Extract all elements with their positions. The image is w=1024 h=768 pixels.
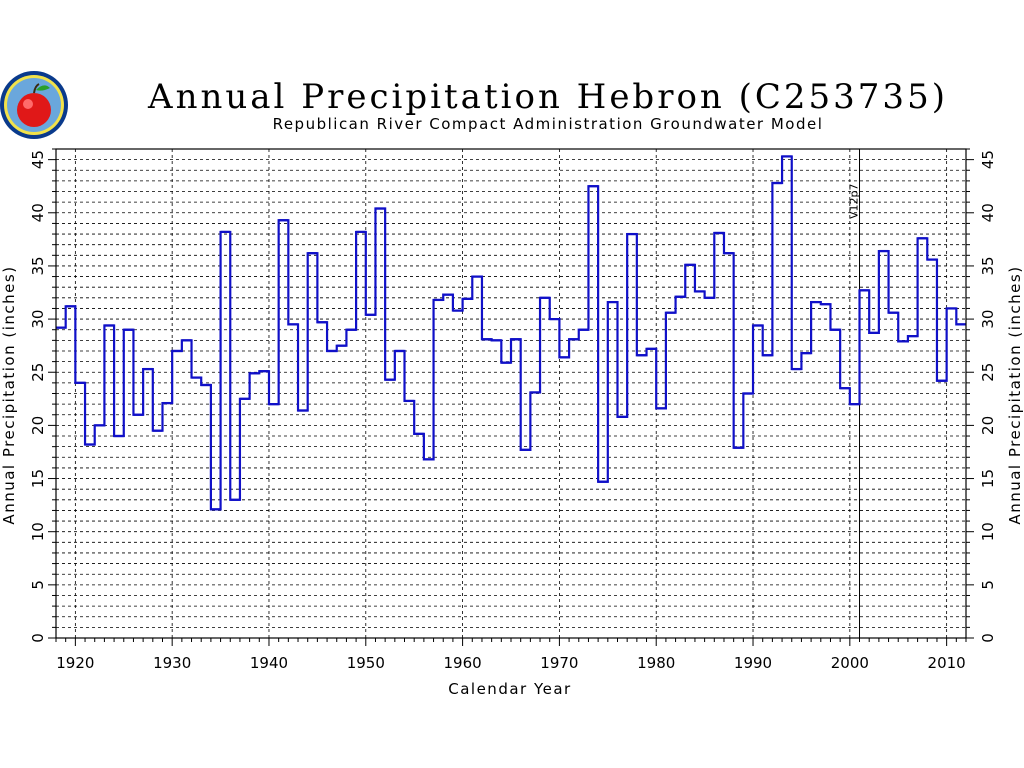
- y-tick-label-right: 30: [979, 310, 997, 329]
- x-tick-label: 1940: [250, 654, 288, 672]
- x-tick-label: 1920: [56, 654, 94, 672]
- y-tick-label-right: 10: [979, 522, 997, 541]
- y-axis-label-right: Annual Precipitation (inches): [1006, 265, 1024, 524]
- y-tick-label-right: 35: [979, 256, 997, 275]
- y-tick-label: 5: [29, 580, 47, 590]
- y-tick-label: 0: [29, 633, 47, 643]
- x-tick-label: 1960: [444, 654, 482, 672]
- x-tick-label: 1930: [153, 654, 191, 672]
- state-seal-logo: [0, 71, 68, 139]
- series-line: [56, 155, 966, 511]
- y-tick-label-right: 45: [979, 150, 997, 169]
- x-tick-label: 1970: [540, 654, 578, 672]
- x-tick-label: 1990: [734, 654, 772, 672]
- x-axis-label: Calendar Year: [448, 680, 571, 698]
- annotation-label: V12p7: [848, 183, 861, 219]
- y-tick-label: 20: [29, 416, 47, 435]
- grid-lines: [56, 149, 966, 638]
- y-tick-label-right: 25: [979, 363, 997, 382]
- x-tick-label: 2010: [928, 654, 966, 672]
- series-layer: [56, 155, 966, 511]
- tick-labels: 1920 1930 1940 1950 1960 1970 1980 1990 2000 2010…: [29, 150, 997, 672]
- y-tick-label: 25: [29, 363, 47, 382]
- y-tick-label-right: 15: [979, 469, 997, 488]
- axes-layer: [48, 148, 974, 646]
- x-tick-label: 2000: [831, 654, 869, 672]
- y-tick-label: 35: [29, 256, 47, 275]
- y-tick-label-right: 5: [979, 580, 997, 590]
- y-tick-label: 45: [29, 150, 47, 169]
- y-tick-label: 40: [29, 203, 47, 222]
- y-tick-label-right: 40: [979, 203, 997, 222]
- y-tick-label: 15: [29, 469, 47, 488]
- chart-title: Annual Precipitation Hebron (C253735): [147, 77, 948, 117]
- y-tick-label: 10: [29, 522, 47, 541]
- plot-frame: [55, 148, 967, 639]
- y-tick-label-right: 20: [979, 416, 997, 435]
- y-tick-label: 30: [29, 310, 47, 329]
- chart-subtitle: Republican River Compact Administration …: [273, 115, 824, 133]
- y-axis-label: Annual Precipitation (inches): [0, 265, 18, 524]
- x-tick-label: 1980: [637, 654, 675, 672]
- y-tick-label-right: 0: [979, 633, 997, 643]
- x-tick-label: 1950: [347, 654, 385, 672]
